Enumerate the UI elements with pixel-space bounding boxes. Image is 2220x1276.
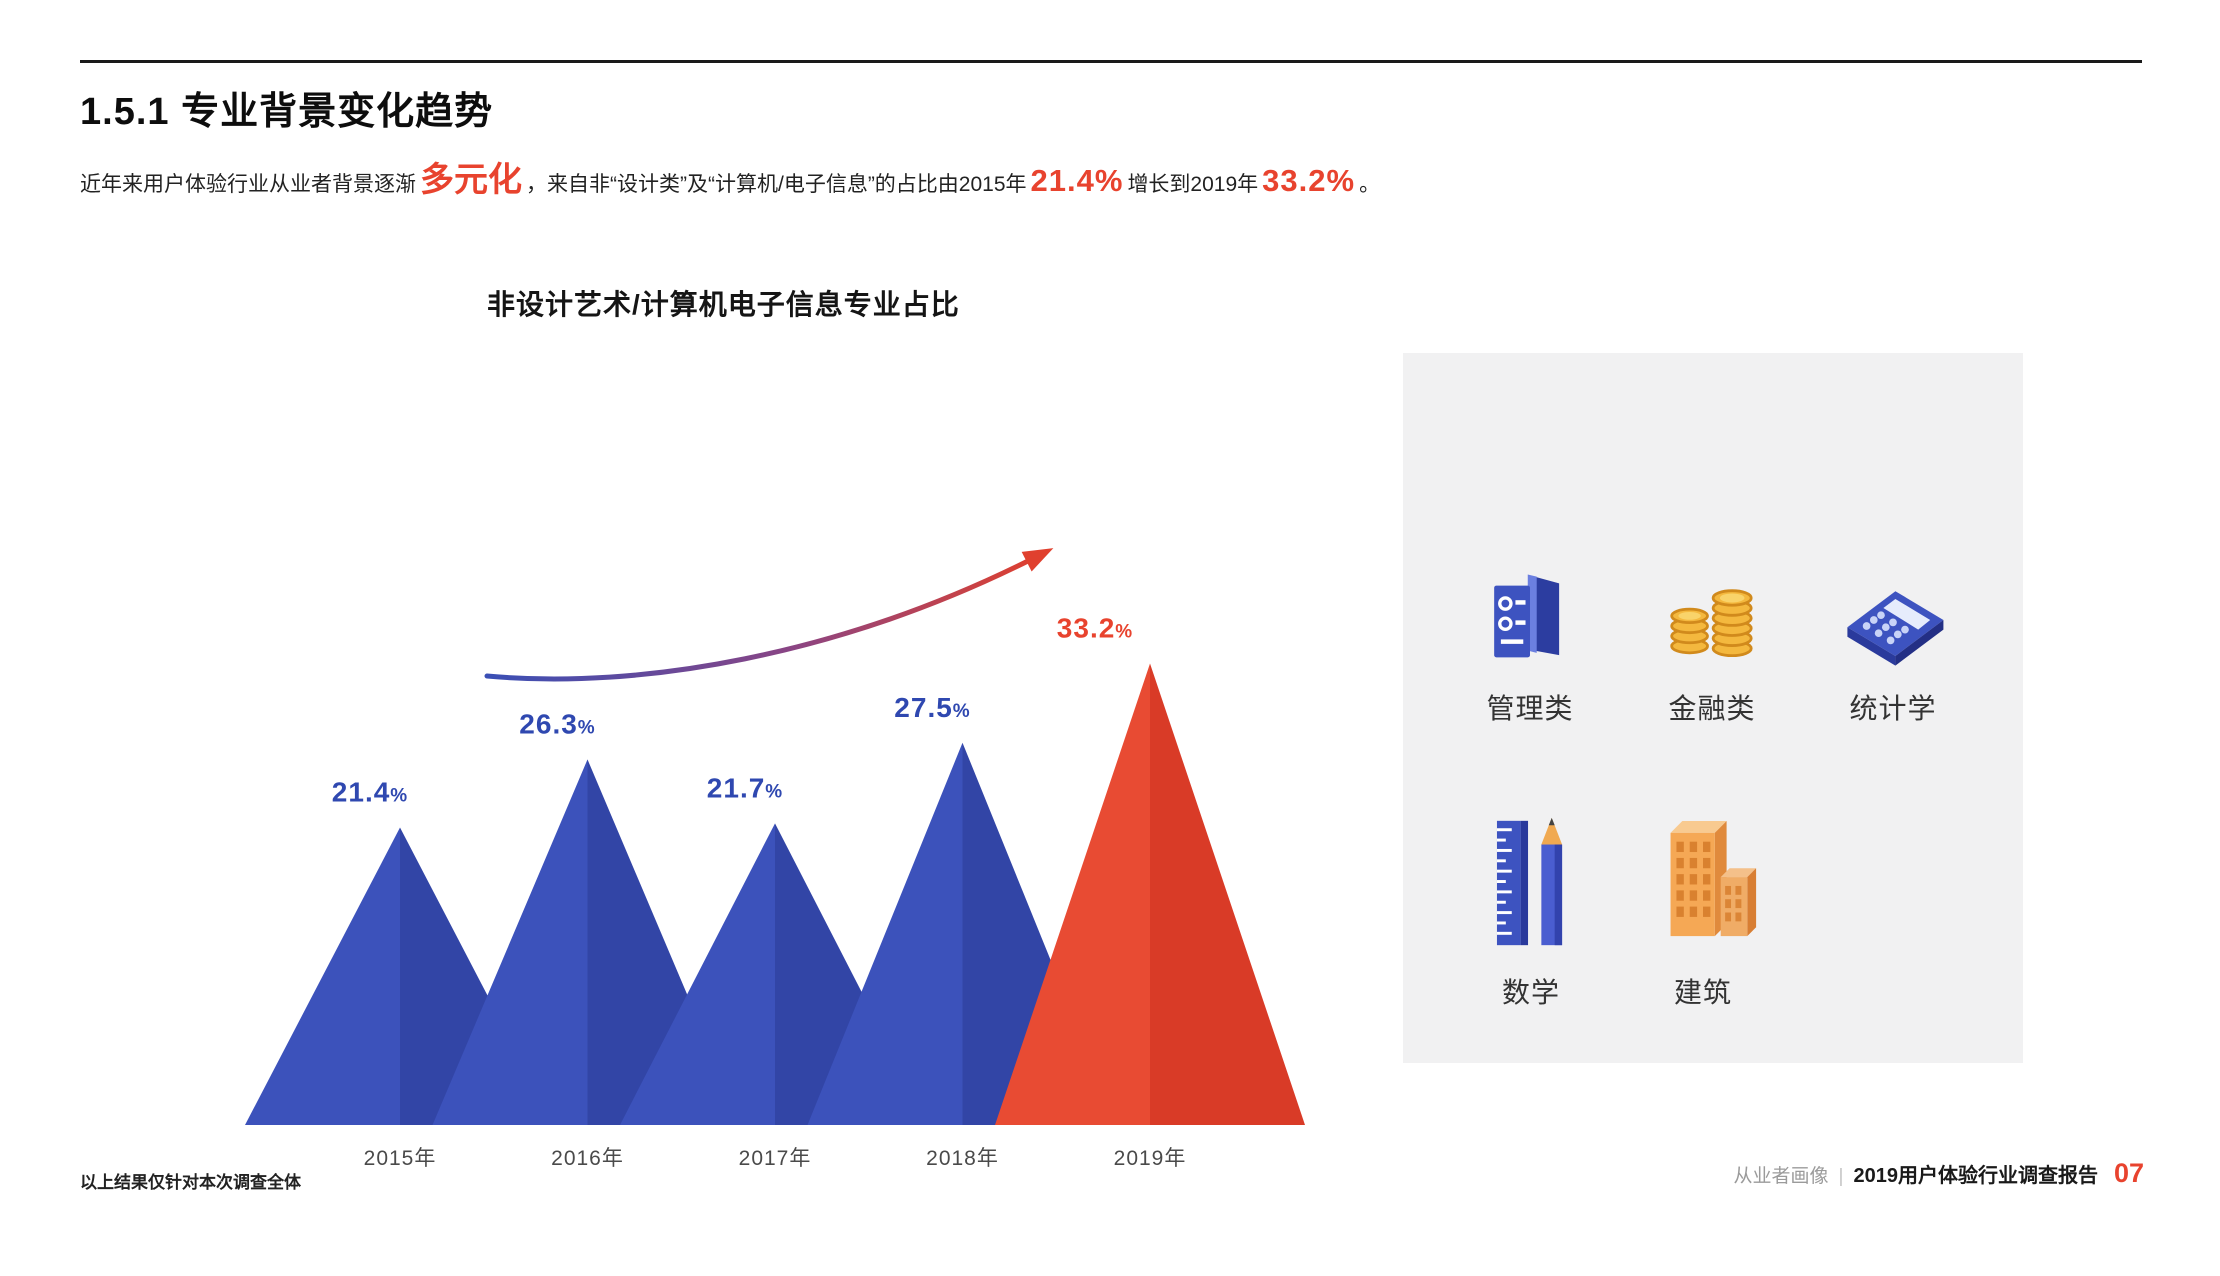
peaks-chart: 21.4% 2015年 26.3% 2016年 21.7% 2017年 27.5% 2018年… (245, 548, 1305, 1170)
chart-peak-highlight (995, 663, 1150, 1125)
x-axis-label: 2019年 (1114, 1147, 1187, 1170)
trend-arrow-head (1021, 548, 1054, 572)
chart-peak (620, 823, 775, 1125)
chart-title: 非设计艺术/计算机电子信息专业占比 (487, 289, 960, 320)
peak-value-label: 33.2% (1057, 613, 1133, 644)
peak-value-label: 26.3% (519, 708, 595, 739)
major-label: 管理类 (1486, 693, 1574, 724)
major-label: 建筑 (1673, 977, 1732, 1008)
x-axis-label: 2017年 (739, 1147, 812, 1170)
trend-arrow (484, 557, 1033, 682)
page-title: 1.5.1 专业背景变化趋势 (80, 91, 494, 133)
peak-value-label: 27.5% (894, 692, 970, 723)
major-item-statistics: 统计学 (1833, 548, 1953, 727)
intro-highlight-2019-pct: 33.2% (1262, 163, 1356, 198)
majors-panel: 管理类 金融类 (1403, 353, 2023, 1063)
peak-value-label: 21.4% (332, 777, 408, 808)
major-label: 数学 (1501, 977, 1560, 1008)
major-label: 统计学 (1849, 693, 1937, 724)
x-axis-label: 2018年 (926, 1147, 999, 1170)
footer-report-title: 2019用户体验行业调查报告 (1853, 1165, 2098, 1187)
footer-note: 以上结果仅针对本次调查全体 (80, 1173, 301, 1192)
footer-separator: | (1838, 1166, 1844, 1187)
chart-peak (245, 827, 400, 1125)
major-label: 金融类 (1668, 693, 1756, 724)
x-axis-label: 2016年 (551, 1147, 624, 1170)
top-divider (80, 60, 2142, 63)
x-axis-label: 2015年 (364, 1147, 437, 1170)
footer-meta: 从业者画像 | 2019用户体验行业调查报告 07 (1734, 1158, 2145, 1189)
major-item-management: 管理类 (1474, 548, 1586, 727)
peak-value-label: 21.7% (707, 772, 783, 803)
ruler-pencil-icon (1482, 805, 1580, 957)
intro-paragraph: 近年来用户体验行业从业者背景逐渐 多元化 ，来自非“设计类”及“计算机/电子信息… (80, 152, 1380, 201)
chart-peak-highlight (1150, 663, 1305, 1125)
major-item-finance: 金融类 (1656, 548, 1768, 727)
footer-section: 从业者画像 (1733, 1166, 1829, 1187)
buildings-icon (1644, 805, 1762, 957)
coins-icon (1656, 548, 1768, 673)
major-item-math: 数学 (1482, 805, 1580, 1011)
books-icon (1474, 548, 1586, 673)
chart-peak (432, 759, 588, 1125)
intro-highlight-2015-pct: 21.4% (1030, 163, 1124, 198)
intro-text-1: 近年来用户体验行业从业者背景逐渐 (80, 173, 416, 196)
intro-highlight-diversified: 多元化 (420, 161, 522, 199)
intro-text-3: 增长到2019年 (1127, 173, 1259, 196)
intro-text-2: ，来自非“设计类”及“计算机/电子信息”的占比由2015年 (526, 173, 1027, 196)
calculator-icon (1833, 548, 1953, 673)
major-item-architecture: 建筑 (1644, 805, 1762, 1011)
page-number: 07 (2113, 1158, 2144, 1188)
intro-text-4: 。 (1359, 173, 1381, 196)
chart-peak (807, 742, 963, 1125)
